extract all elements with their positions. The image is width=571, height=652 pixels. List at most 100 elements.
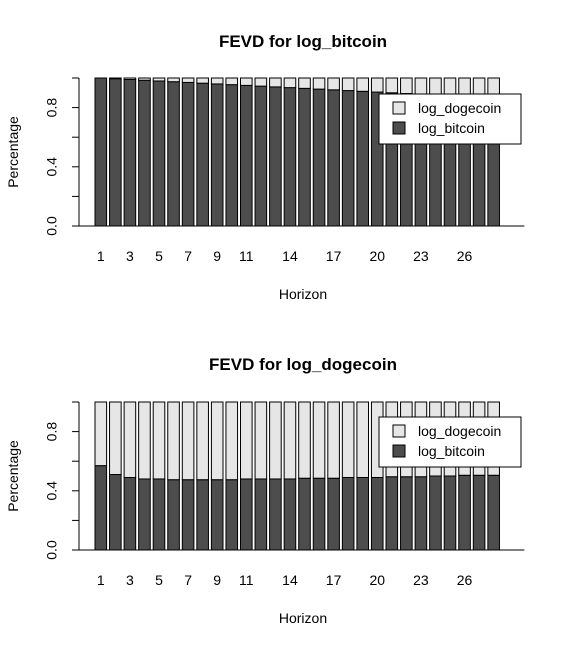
legend-box [378,416,522,468]
bar-segment-log_dogecoin [356,401,369,478]
bar-segment-log_dogecoin [138,77,151,81]
bar-segment-log_dogecoin [167,401,180,481]
bar-segment-log_bitcoin [181,479,195,551]
x-tick-label: 20 [369,248,385,264]
legend-label-log_bitcoin: log_bitcoin [418,120,485,136]
bar-segment-log_bitcoin [254,478,268,551]
x-axis-label: Horizon [279,286,327,302]
bar-segment-log_bitcoin [152,478,166,551]
bar-segment-log_bitcoin [152,80,166,227]
bar-segment-log_dogecoin [196,77,209,84]
bar-segment-log_bitcoin [327,477,340,551]
bar-segment-log_dogecoin [298,401,311,479]
x-tick-label: 17 [326,572,342,588]
bar-segment-log_bitcoin [123,476,137,551]
bar-segment-log_bitcoin [283,478,297,551]
bar-segment-log_dogecoin [269,77,282,88]
bar-segment-log_dogecoin [225,401,239,481]
bar-segment-log_dogecoin [109,401,122,476]
bar-segment-log_bitcoin [167,479,180,551]
bar-segment-log_bitcoin [385,476,399,551]
y-tick-label: 0.0 [44,540,60,560]
bar-segment-log_bitcoin [94,77,108,227]
y-axis-label: Percentage [5,440,21,512]
bar-segment-log_dogecoin [269,401,282,480]
bars-group [94,77,500,227]
y-tick-label: 0.8 [44,98,60,118]
bar-segment-log_dogecoin [94,401,108,467]
bar-segment-log_dogecoin [385,77,399,94]
legend: log_dogecoin log_bitcoin [378,416,522,468]
bar-segment-log_dogecoin [123,77,137,80]
bar-segment-log_bitcoin [109,78,122,227]
legend-swatch-log_bitcoin [392,121,406,135]
x-tick-label: 11 [239,572,254,588]
y-tick-label: 0.0 [44,216,60,236]
bar-segment-log_dogecoin [254,401,268,480]
axes-group: 0.0 0.4 0.8 1 3 5 7 9 11 14 17 20 23 26 [44,77,525,264]
x-tick-label: 23 [413,572,429,588]
bar-segment-log_dogecoin [123,401,137,478]
x-tick-label: 11 [239,248,254,264]
bar-segment-log_dogecoin [429,77,442,96]
bar-segment-log_bitcoin [240,478,253,551]
legend-label-log_dogecoin: log_dogecoin [418,423,501,439]
bar-segment-log_bitcoin [196,479,209,551]
bar-segment-log_bitcoin [225,84,239,227]
legend-swatch-log_bitcoin [392,444,406,458]
bar-segment-log_dogecoin [210,77,224,85]
bar-segment-log_dogecoin [196,401,209,481]
x-tick-label: 7 [184,248,192,264]
bar-segment-log_bitcoin [341,90,355,227]
bar-segment-log_dogecoin [327,77,340,91]
bar-segment-log_dogecoin [283,401,297,480]
x-tick-label: 5 [155,248,163,264]
bar-segment-log_bitcoin [312,88,326,227]
panel-fevd-log-bitcoin: FEVD for log_bitcoin Horizon Percentage … [5,32,525,302]
y-tick-label: 0.8 [44,422,60,442]
bar-segment-log_bitcoin [269,478,282,551]
y-tick-label: 0.4 [44,481,60,501]
bar-segment-log_dogecoin [327,401,340,479]
legend: log_dogecoin log_bitcoin [378,93,522,145]
bar-segment-log_dogecoin [283,77,297,89]
bar-segment-log_bitcoin [298,87,311,227]
x-tick-label: 1 [97,248,105,264]
bar-segment-log_bitcoin [109,474,122,551]
bar-segment-log_bitcoin [356,476,369,551]
bar-segment-log_bitcoin [487,474,500,551]
bar-segment-log_bitcoin [138,79,151,227]
bar-segment-log_bitcoin [123,78,137,227]
bar-segment-log_bitcoin [370,476,384,551]
y-axis-label: Percentage [5,116,21,188]
bar-segment-log_dogecoin [138,401,151,480]
x-tick-label: 26 [457,248,473,264]
x-tick-label: 7 [184,572,192,588]
bar-segment-log_dogecoin [341,77,355,92]
y-tick-label: 0.4 [44,157,60,177]
bars-group [94,401,500,551]
x-tick-label: 1 [97,572,105,588]
x-tick-label: 3 [126,248,134,264]
x-tick-label: 17 [326,248,342,264]
chart-title: FEVD for log_dogecoin [209,355,397,374]
bar-segment-log_bitcoin [283,87,297,227]
legend-swatch-log_dogecoin [392,424,406,438]
bar-segment-log_bitcoin [472,474,486,551]
bar-segment-log_dogecoin [312,401,326,479]
x-tick-label: 5 [155,572,163,588]
bar-segment-log_dogecoin [181,77,195,83]
x-tick-label: 9 [213,572,221,588]
bar-segment-log_bitcoin [196,82,209,227]
bar-segment-log_bitcoin [210,83,224,227]
bar-segment-log_dogecoin [240,77,253,86]
bar-segment-log_dogecoin [254,77,268,87]
x-tick-label: 26 [457,572,473,588]
bar-segment-log_dogecoin [167,77,180,83]
bar-segment-log_dogecoin [298,77,311,89]
bar-segment-log_dogecoin [312,77,326,90]
x-tick-label: 3 [126,572,134,588]
bar-segment-log_bitcoin [458,474,471,551]
